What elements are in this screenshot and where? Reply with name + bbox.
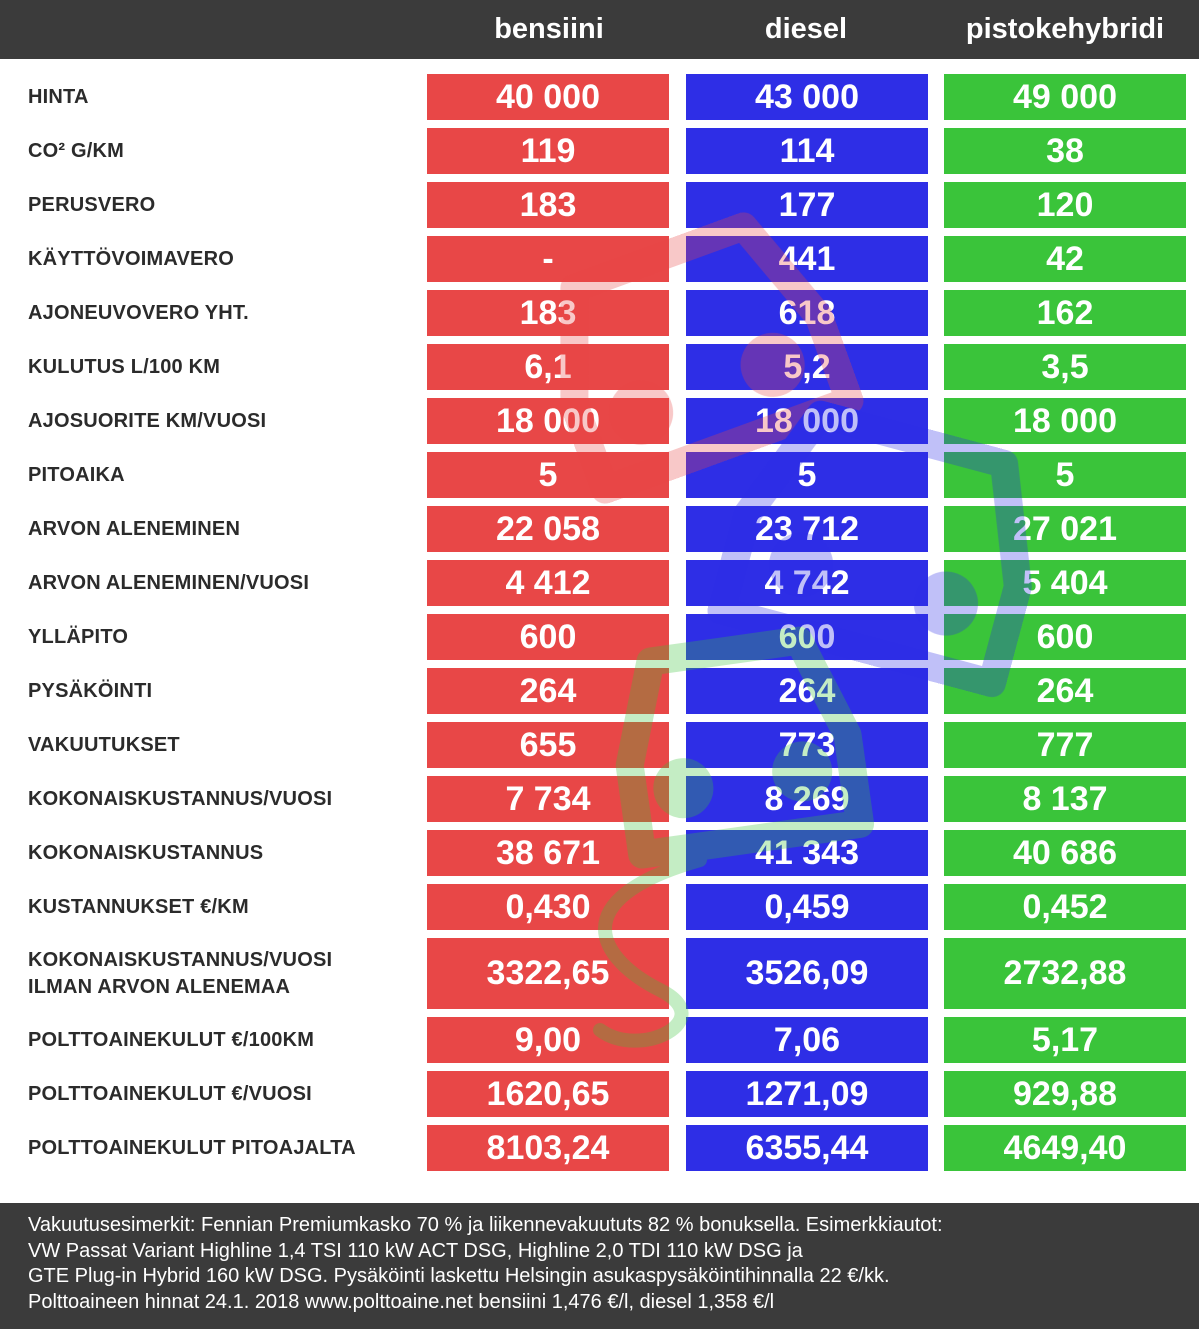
row-label: PERUSVERO (28, 193, 156, 216)
row-label-line: KOKONAISKUSTANNUS/VUOSI (28, 948, 333, 971)
row-label: ARVON ALENEMINEN/VUOSI (28, 571, 310, 594)
row-label-line: ILMAN ARVON ALENEMAA (28, 975, 291, 998)
table-cell-bensiini: 9,00 (427, 1017, 669, 1063)
footer-notes: Vakuutusesimerkit: Fennian Premiumkasko … (0, 1203, 1199, 1329)
table-cell-bensiini: 40 000 (427, 74, 669, 120)
table-cell-diesel: 7,06 (686, 1017, 928, 1063)
column-header: pistokehybridi (965, 13, 1165, 45)
table-cell-diesel: 441 (686, 236, 928, 282)
table-cell-bensiini: 38 671 (427, 830, 669, 876)
row-label: KUSTANNUKSET €/KM (28, 895, 249, 918)
table-cell-pistokehybridi: 4649,40 (944, 1125, 1186, 1171)
footer-line: Vakuutusesimerkit: Fennian Premiumkasko … (28, 1214, 943, 1236)
table-cell-bensiini: 600 (427, 614, 669, 660)
row-label: PYSÄKÖINTI (28, 679, 153, 702)
table-cell-bensiini: 0,430 (427, 884, 669, 930)
table-cell-pistokehybridi: 0,452 (944, 884, 1186, 930)
row-label: YLLÄPITO (28, 625, 129, 648)
table-cell-diesel: 114 (686, 128, 928, 174)
table-cell-bensiini: 8103,24 (427, 1125, 669, 1171)
table-cell-pistokehybridi: 120 (944, 182, 1186, 228)
table-cell-diesel: 8 269 (686, 776, 928, 822)
table-cell-bensiini: 119 (427, 128, 669, 174)
table-header (0, 0, 1199, 59)
footer-line: VW Passat Variant Highline 1,4 TSI 110 k… (28, 1239, 803, 1262)
table-cell-bensiini: 264 (427, 668, 669, 714)
column-header: diesel (764, 13, 848, 45)
row-label: CO² G/KM (28, 139, 125, 162)
table-cell-pistokehybridi: 42 (944, 236, 1186, 282)
column-header: bensiini (494, 13, 604, 45)
table-cell-bensiini: 3322,65 (427, 938, 669, 1009)
table-cell-bensiini: - (427, 236, 669, 282)
table-cell-diesel: 5,2 (686, 344, 928, 390)
table-cell-diesel: 177 (686, 182, 928, 228)
table-cell-bensiini: 18 000 (427, 398, 669, 444)
table-cell-pistokehybridi: 40 686 (944, 830, 1186, 876)
table-cell-bensiini: 7 734 (427, 776, 669, 822)
row-label: POLTTOAINEKULUT PITOAJALTA (28, 1136, 356, 1159)
row-label: KOKONAISKUSTANNUS/VUOSI (28, 787, 333, 810)
table-cell-bensiini: 5 (427, 452, 669, 498)
row-label: POLTTOAINEKULUT €/VUOSI (28, 1082, 312, 1105)
table-cell-pistokehybridi: 600 (944, 614, 1186, 660)
footer-line: Polttoaineen hinnat 24.1. 2018 www.poltt… (28, 1290, 775, 1313)
footer-line: GTE Plug-in Hybrid 160 kW DSG. Pysäköint… (28, 1265, 890, 1287)
row-label: KOKONAISKUSTANNUS/VUOSI ILMAN ARVON ALENE… (28, 938, 332, 1009)
row-label: PITOAIKA (28, 463, 125, 486)
row-label: AJONEUVOVERO YHT. (28, 301, 249, 324)
row-label: HINTA (28, 85, 89, 108)
table-cell-bensiini: 655 (427, 722, 669, 768)
table-cell-pistokehybridi: 5 (944, 452, 1186, 498)
table-cell-diesel: 4 742 (686, 560, 928, 606)
table-cell-pistokehybridi: 5,17 (944, 1017, 1186, 1063)
table-cell-pistokehybridi: 18 000 (944, 398, 1186, 444)
table-cell-diesel: 0,459 (686, 884, 928, 930)
row-label: KULUTUS L/100 KM (28, 355, 221, 378)
table-cell-diesel: 264 (686, 668, 928, 714)
table-cell-pistokehybridi: 929,88 (944, 1071, 1186, 1117)
table-cell-pistokehybridi: 162 (944, 290, 1186, 336)
table-cell-pistokehybridi: 27 021 (944, 506, 1186, 552)
table-cell-pistokehybridi: 8 137 (944, 776, 1186, 822)
row-label: POLTTOAINEKULUT €/100KM (28, 1028, 315, 1051)
table-cell-bensiini: 6,1 (427, 344, 669, 390)
table-cell-pistokehybridi: 5 404 (944, 560, 1186, 606)
table-cell-diesel: 23 712 (686, 506, 928, 552)
row-label: VAKUUTUKSET (28, 733, 180, 756)
table-cell-pistokehybridi: 264 (944, 668, 1186, 714)
row-label: AJOSUORITE KM/VUOSI (28, 409, 267, 432)
table-cell-pistokehybridi: 2732,88 (944, 938, 1186, 1009)
table-cell-diesel: 5 (686, 452, 928, 498)
table-cell-diesel: 1271,09 (686, 1071, 928, 1117)
row-label: KOKONAISKUSTANNUS (28, 841, 264, 864)
row-label: KÄYTTÖVOIMAVERO (28, 247, 234, 270)
table-cell-bensiini: 22 058 (427, 506, 669, 552)
table-cell-bensiini: 1620,65 (427, 1071, 669, 1117)
table-cell-bensiini: 183 (427, 182, 669, 228)
row-label: ARVON ALENEMINEN (28, 517, 241, 540)
table-cell-diesel: 773 (686, 722, 928, 768)
table-cell-pistokehybridi: 777 (944, 722, 1186, 768)
table-cell-diesel: 618 (686, 290, 928, 336)
table-cell-diesel: 600 (686, 614, 928, 660)
table-cell-bensiini: 183 (427, 290, 669, 336)
table-cell-diesel: 6355,44 (686, 1125, 928, 1171)
table-cell-diesel: 41 343 (686, 830, 928, 876)
table-cell-bensiini: 4 412 (427, 560, 669, 606)
table-cell-diesel: 3526,09 (686, 938, 928, 1009)
table-cell-pistokehybridi: 49 000 (944, 74, 1186, 120)
table-cell-pistokehybridi: 38 (944, 128, 1186, 174)
table-cell-pistokehybridi: 3,5 (944, 344, 1186, 390)
table-cell-diesel: 18 000 (686, 398, 928, 444)
table-cell-diesel: 43 000 (686, 74, 928, 120)
